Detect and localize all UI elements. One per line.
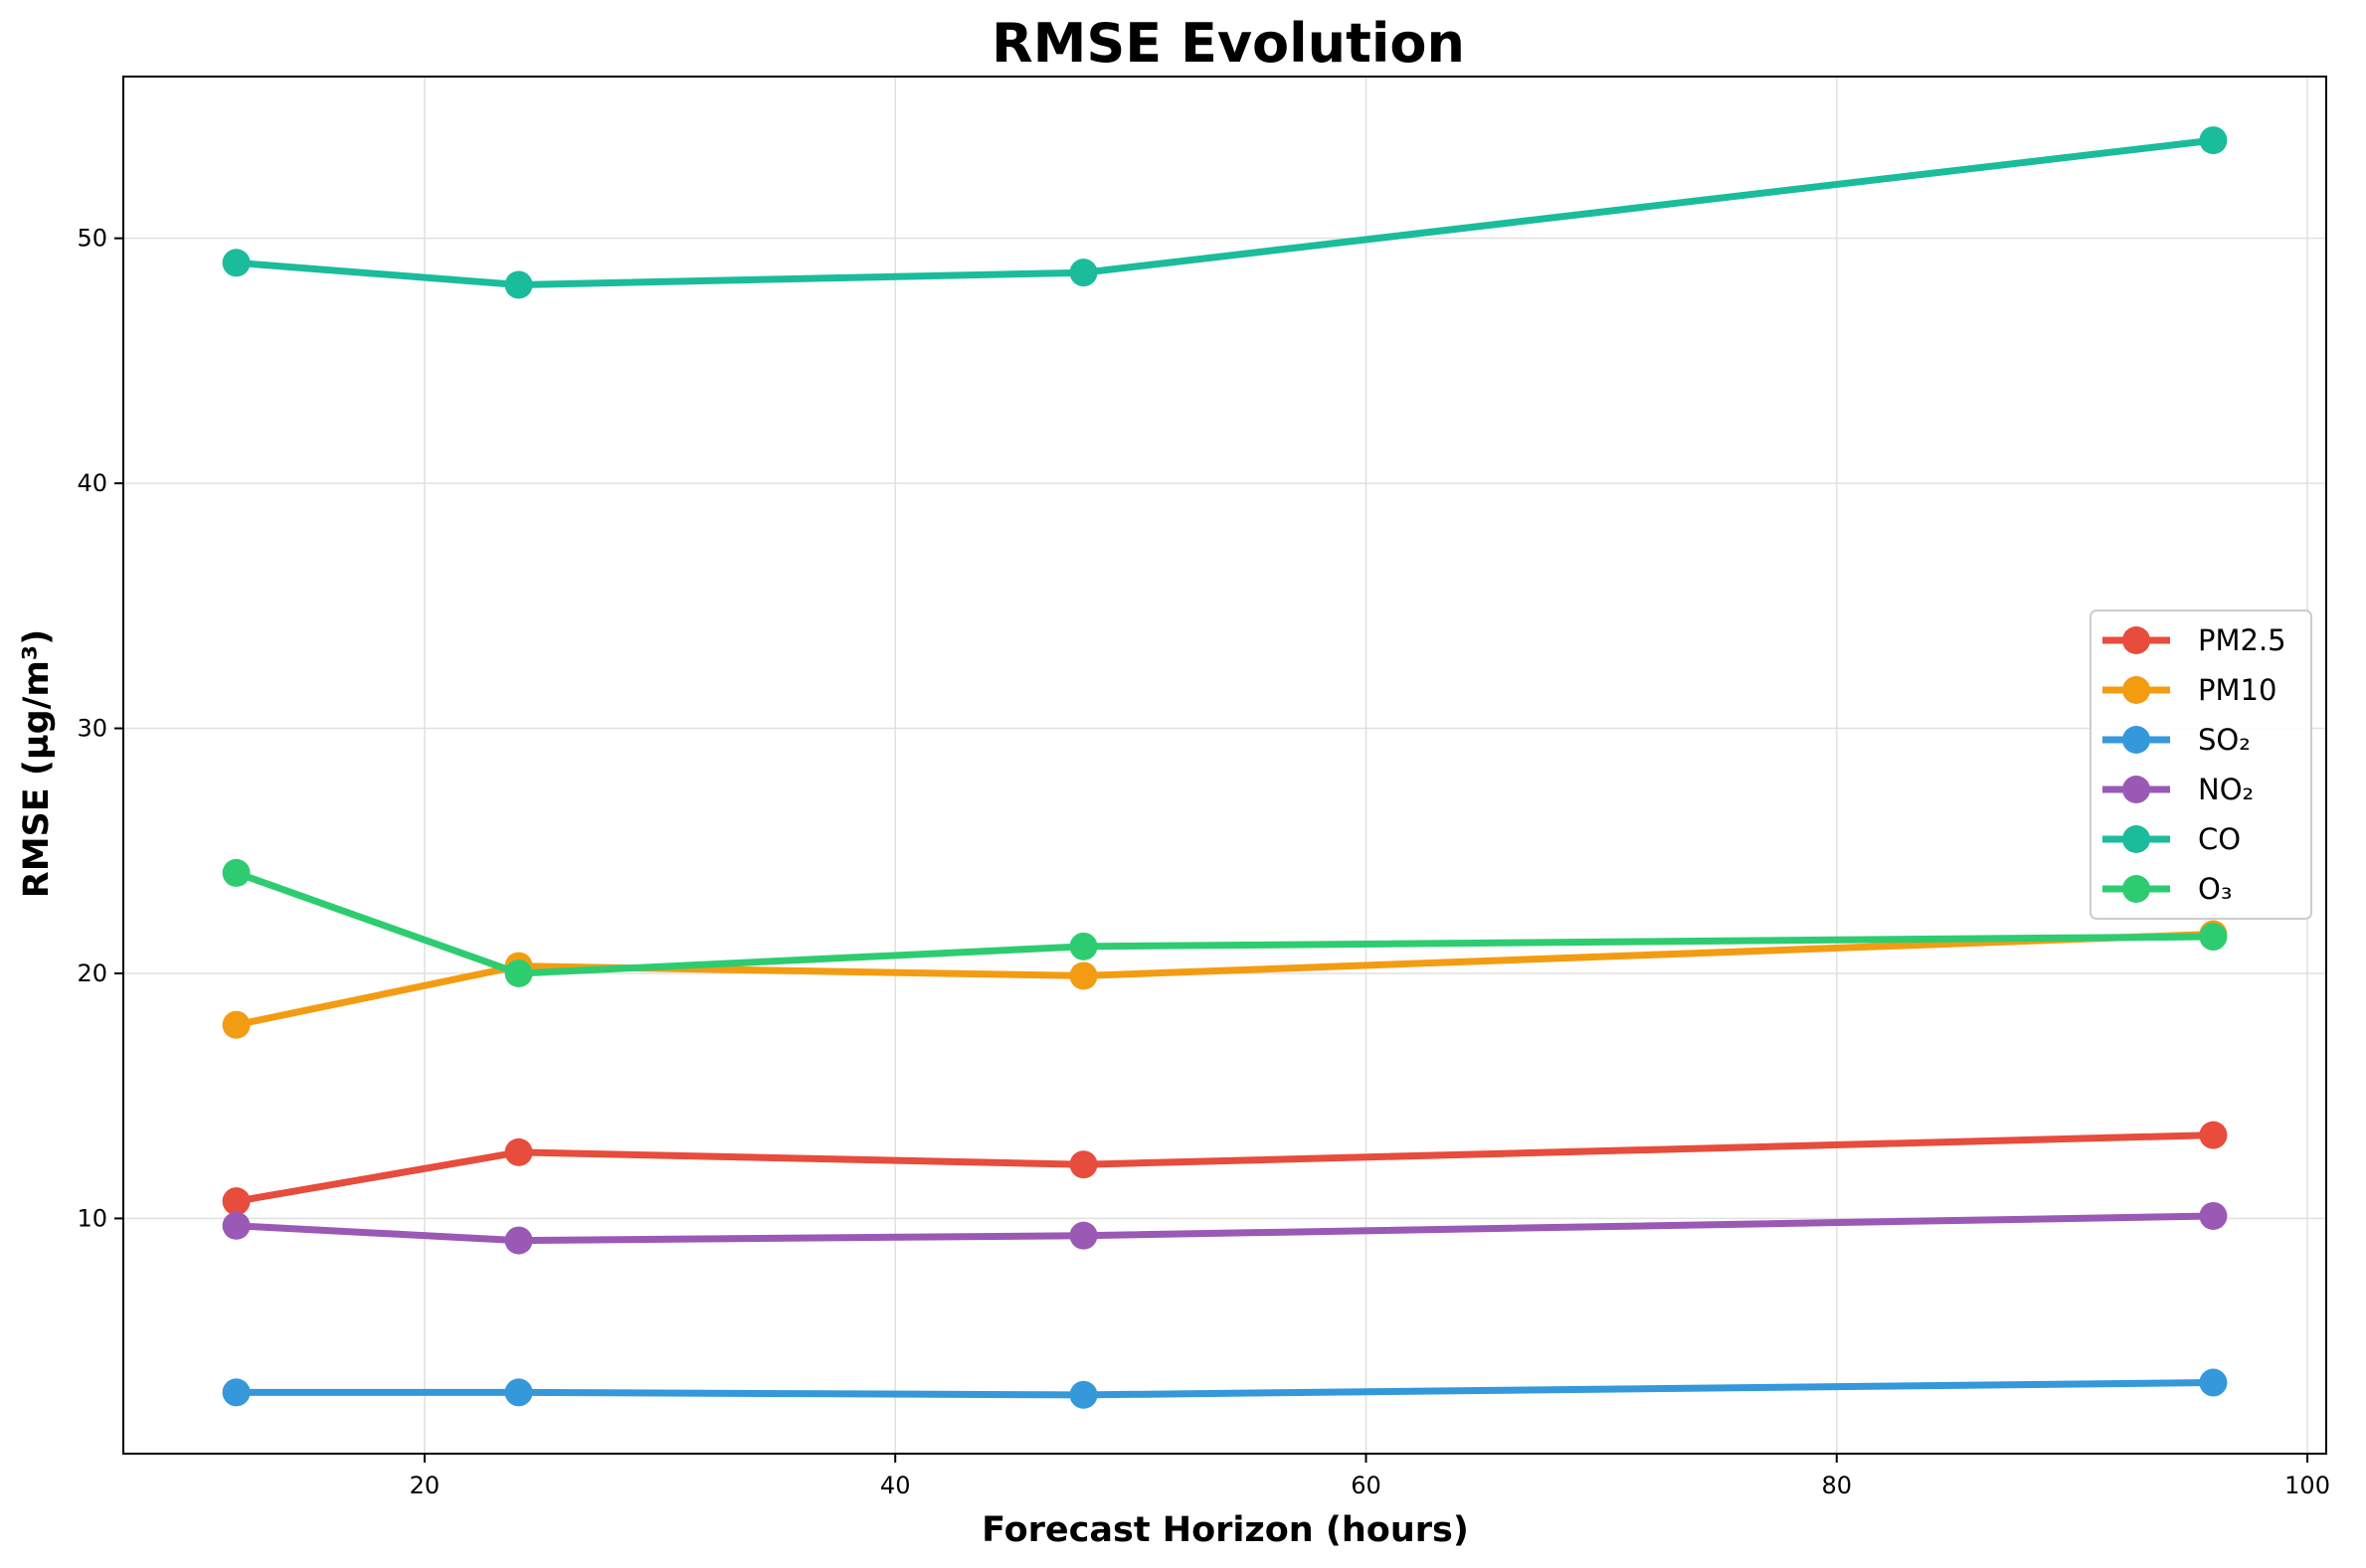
chart-title: RMSE Evolution (992, 12, 1465, 75)
x-tick-label: 20 (410, 1472, 441, 1499)
data-point (2199, 1368, 2228, 1397)
x-axis-label: Forecast Horizon (hours) (982, 1510, 1469, 1550)
legend-label: NO₂ (2198, 773, 2254, 806)
y-tick-label: 30 (77, 715, 107, 743)
legend-swatch-marker (2122, 726, 2150, 754)
data-point (1069, 961, 1098, 990)
data-point (222, 1187, 251, 1216)
y-tick-label: 10 (77, 1204, 107, 1232)
legend-label: PM2.5 (2198, 623, 2286, 657)
data-point (2199, 126, 2228, 155)
data-point (2199, 923, 2228, 952)
legend-swatch-marker (2122, 875, 2150, 903)
x-tick-label: 40 (880, 1472, 911, 1499)
data-point (222, 1378, 251, 1407)
data-point (504, 1226, 533, 1255)
data-point (504, 270, 533, 299)
legend-swatch-marker (2122, 676, 2150, 704)
series-line (233, 136, 2217, 288)
plot-frame (122, 76, 2327, 1455)
y-tick-label: 50 (77, 225, 107, 253)
series-line (233, 931, 2217, 1029)
legend-swatch-marker (2122, 776, 2150, 803)
legend-swatch-marker (2122, 626, 2150, 654)
y-tick-label: 20 (77, 959, 107, 987)
series-line (233, 1132, 2217, 1205)
data-point (1069, 932, 1098, 960)
legend: PM2.5 PM10 SO₂ NO₂ CO O₃ (2090, 610, 2312, 920)
y-axis-label: RMSE (µg/m³) (17, 629, 57, 898)
legend-swatch-marker (2122, 825, 2150, 853)
data-point (222, 1211, 251, 1240)
axis-ticks: 20 40 60 80 100 10 20 30 40 50 (77, 225, 2330, 1499)
legend-label: O₃ (2198, 872, 2232, 906)
legend-label: SO₂ (2198, 723, 2251, 757)
series-lines (222, 126, 2228, 1409)
legend-label: CO (2198, 822, 2241, 856)
data-point (504, 1378, 533, 1407)
data-point (1069, 1380, 1098, 1409)
series-line (233, 1212, 2217, 1245)
data-point (1069, 259, 1098, 287)
legend-label: PM10 (2198, 673, 2276, 707)
data-point (222, 1010, 251, 1039)
data-point (222, 858, 251, 887)
data-point (222, 249, 251, 277)
data-point (2199, 1121, 2228, 1149)
x-tick-label: 100 (2284, 1472, 2330, 1499)
data-point (1069, 1150, 1098, 1179)
data-point (2199, 1201, 2228, 1230)
data-point (1069, 1221, 1098, 1250)
x-tick-label: 60 (1351, 1472, 1381, 1499)
data-point (504, 1137, 533, 1166)
series-line (233, 869, 2217, 977)
data-point (504, 958, 533, 987)
series-line (233, 1379, 2217, 1399)
x-tick-label: 80 (1822, 1472, 1853, 1499)
y-tick-label: 40 (77, 469, 107, 497)
